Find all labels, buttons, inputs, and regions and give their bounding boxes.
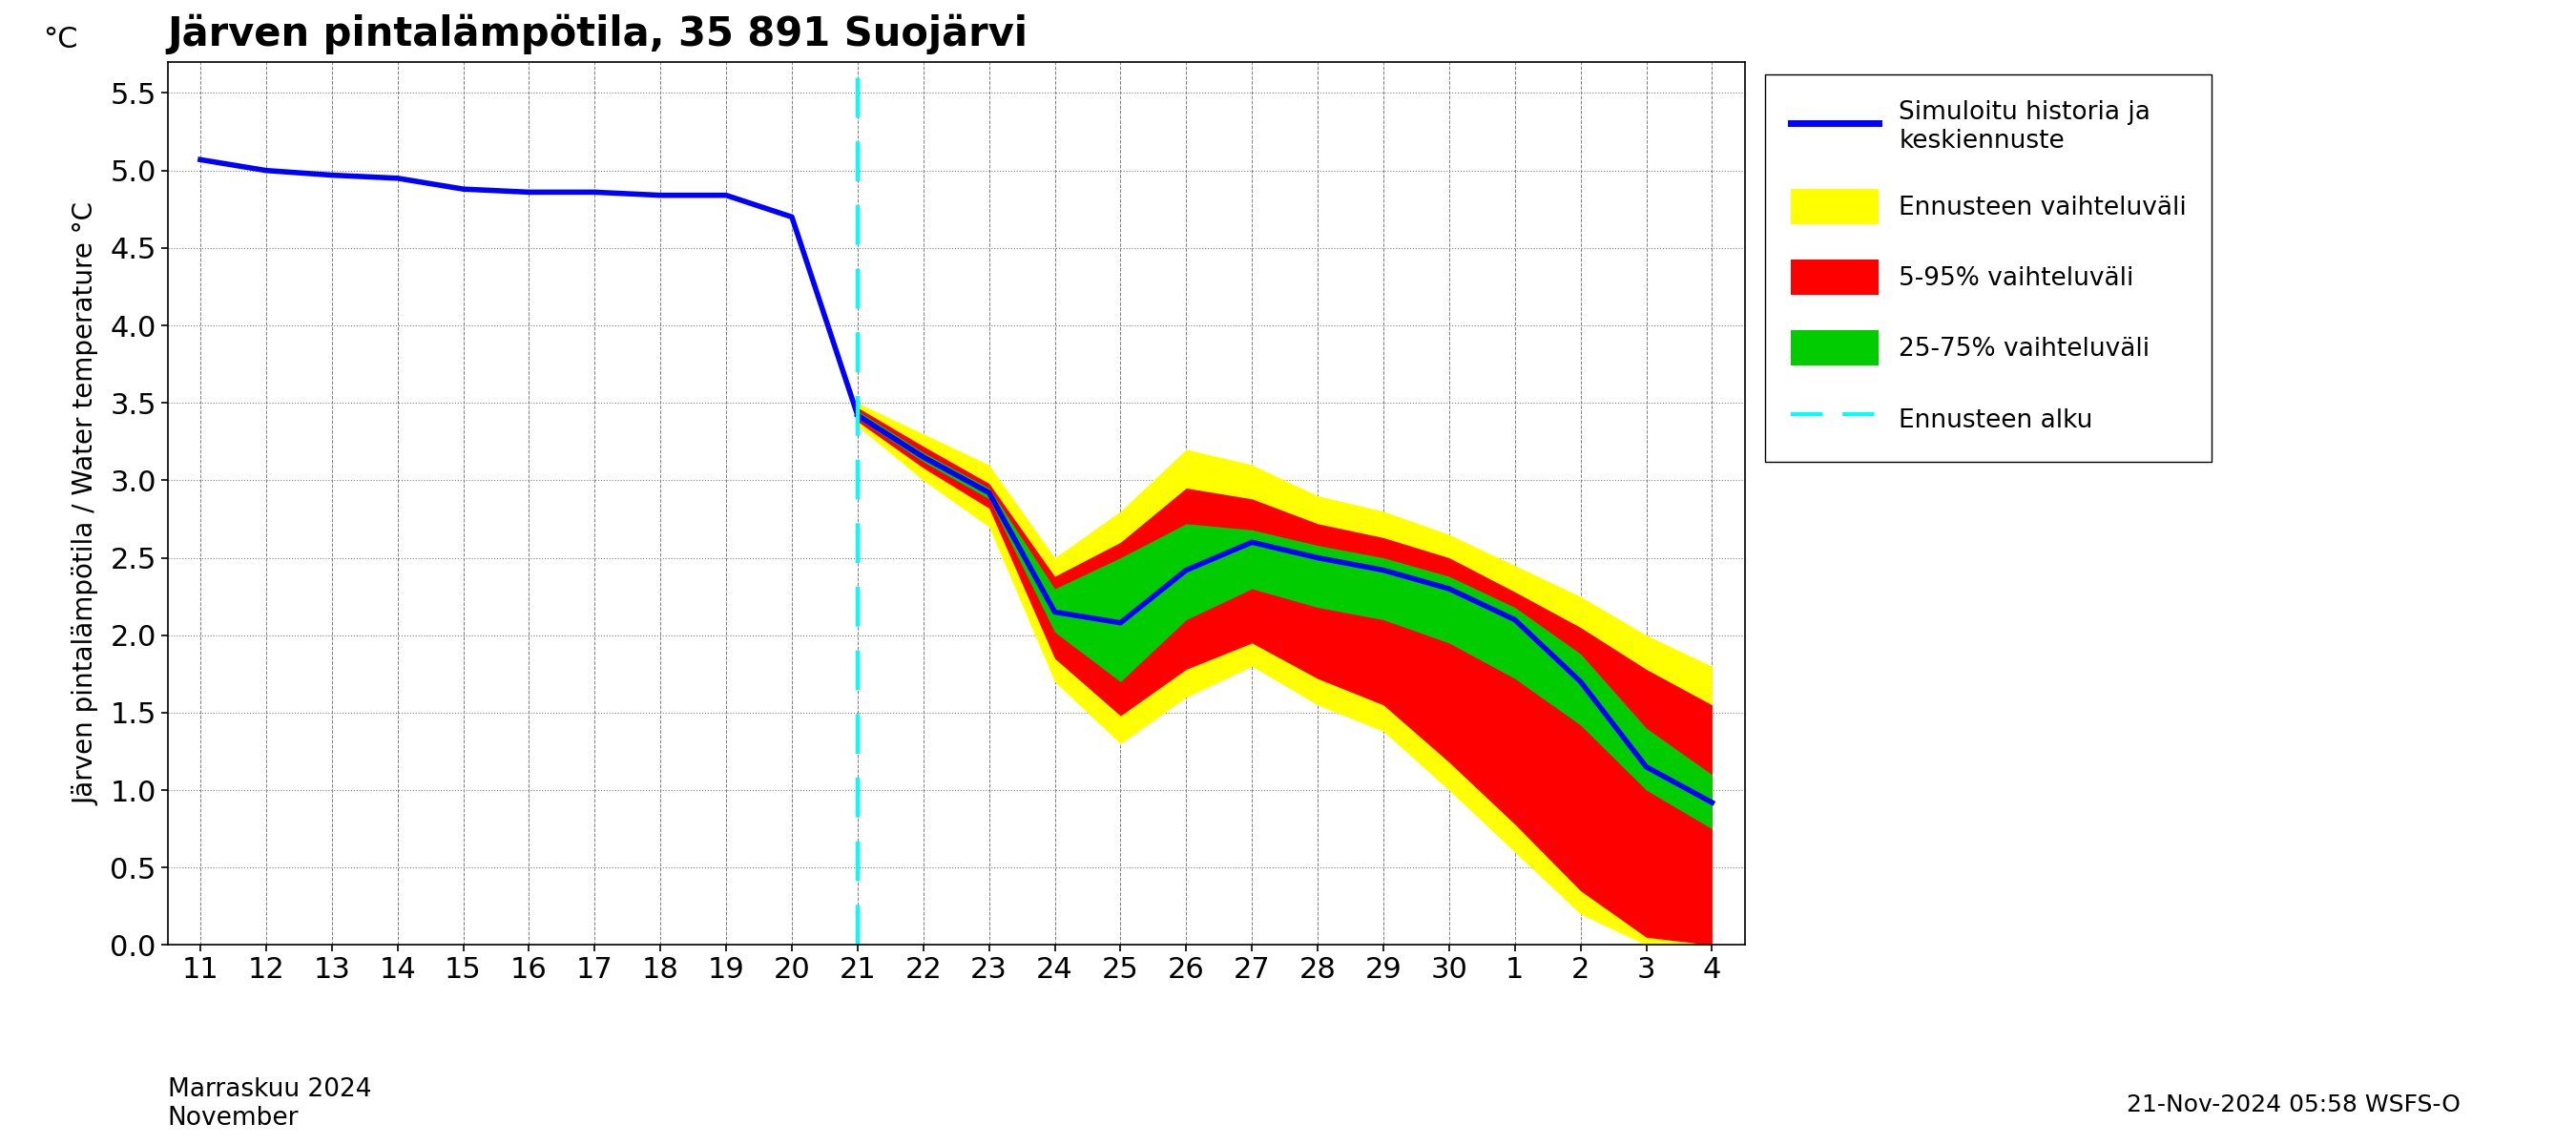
Legend: Simuloitu historia ja
keskiennuste, Ennusteen vaihteluväli, 5-95% vaihteluväli, : Simuloitu historia ja keskiennuste, Ennu… (1765, 74, 2213, 461)
Y-axis label: Järven pintalämpötila / Water temperature °C: Järven pintalämpötila / Water temperatur… (72, 202, 100, 805)
Text: Järven pintalämpötila, 35 891 Suojärvi: Järven pintalämpötila, 35 891 Suojärvi (167, 14, 1028, 55)
Text: °C: °C (44, 25, 77, 53)
Text: 21-Nov-2024 05:58 WSFS-O: 21-Nov-2024 05:58 WSFS-O (2125, 1093, 2460, 1116)
Text: Marraskuu 2024
November: Marraskuu 2024 November (167, 1077, 371, 1131)
